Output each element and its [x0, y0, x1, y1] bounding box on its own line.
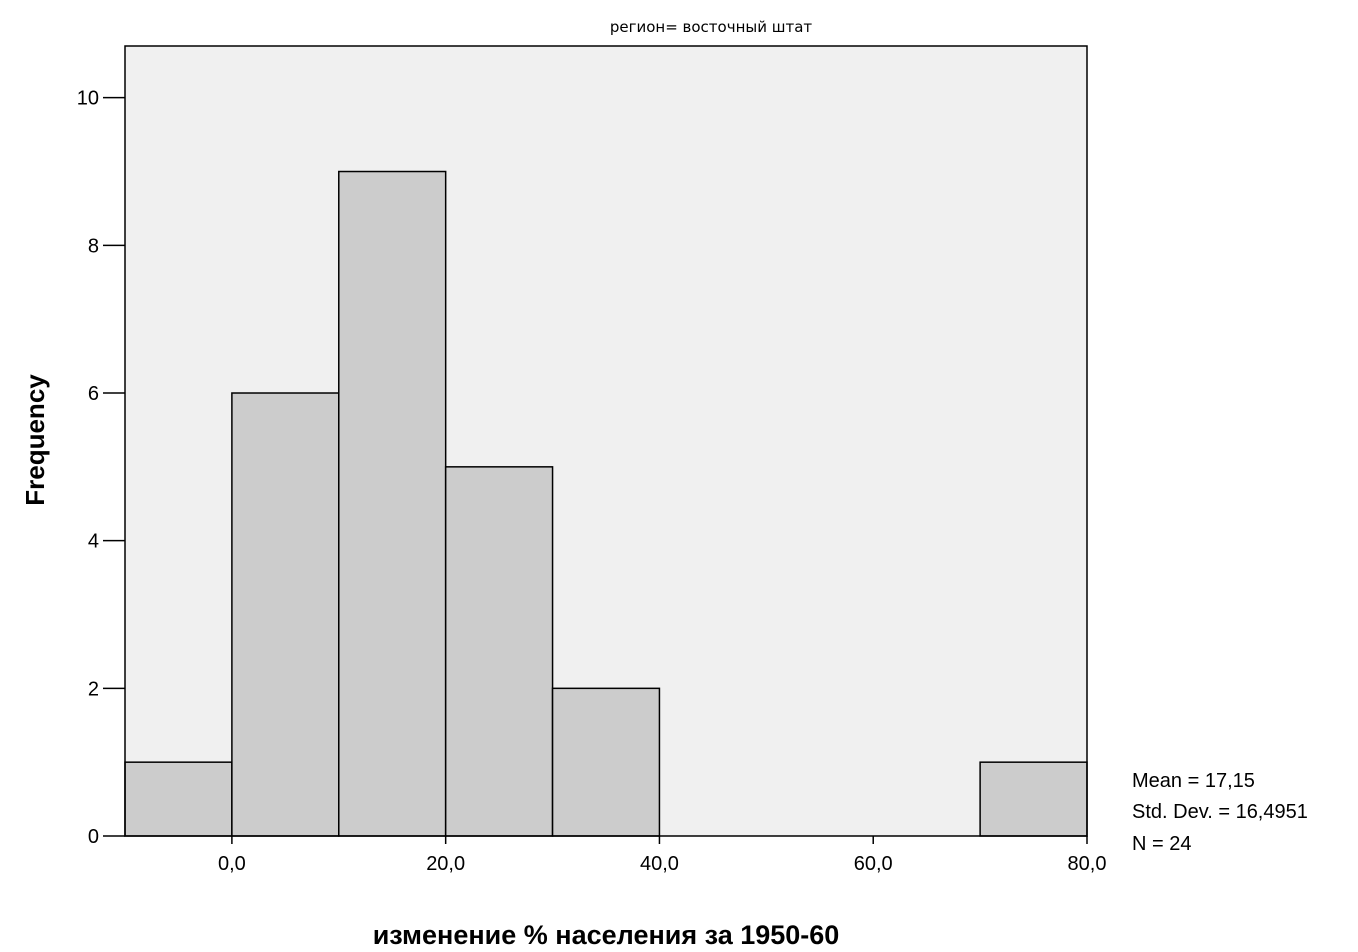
y-tick-label: 10 [77, 88, 99, 110]
histogram-bar [124, 761, 233, 837]
y-tick-label: 4 [88, 531, 99, 553]
bars-group [124, 170, 1088, 837]
y-axis-title: Frequency [20, 374, 50, 506]
y-tick-label: 0 [88, 826, 99, 848]
stats-mean: Mean = 17,15 [1132, 770, 1255, 792]
y-tick-label: 8 [88, 235, 99, 257]
x-axis-ticks: 0,0 20,0 40,0 60,0 80,0 [218, 836, 1106, 875]
histogram-bar [338, 170, 447, 837]
x-tick-label: 0,0 [218, 853, 246, 875]
y-tick-label: 6 [88, 383, 99, 405]
x-axis-title: изменение % населения за 1950-60 [373, 920, 840, 950]
plot-frame [124, 45, 1088, 837]
x-tick-label: 20,0 [426, 853, 465, 875]
histogram-bar [444, 466, 554, 837]
x-tick-label: 60,0 [854, 853, 893, 875]
histogram-bar [979, 761, 1088, 837]
stats-std-dev: Std. Dev. = 16,4951 [1132, 801, 1308, 823]
y-tick-label: 2 [88, 678, 99, 700]
histogram-bar [231, 392, 340, 837]
histogram-bar [551, 687, 661, 837]
y-axis-ticks: 0 2 4 6 8 10 [77, 88, 125, 848]
chart-title: регион= восточный штат [610, 18, 813, 36]
x-tick-label: 80,0 [1068, 853, 1107, 875]
x-tick-label: 40,0 [640, 853, 679, 875]
stats-n: N = 24 [1132, 833, 1191, 855]
